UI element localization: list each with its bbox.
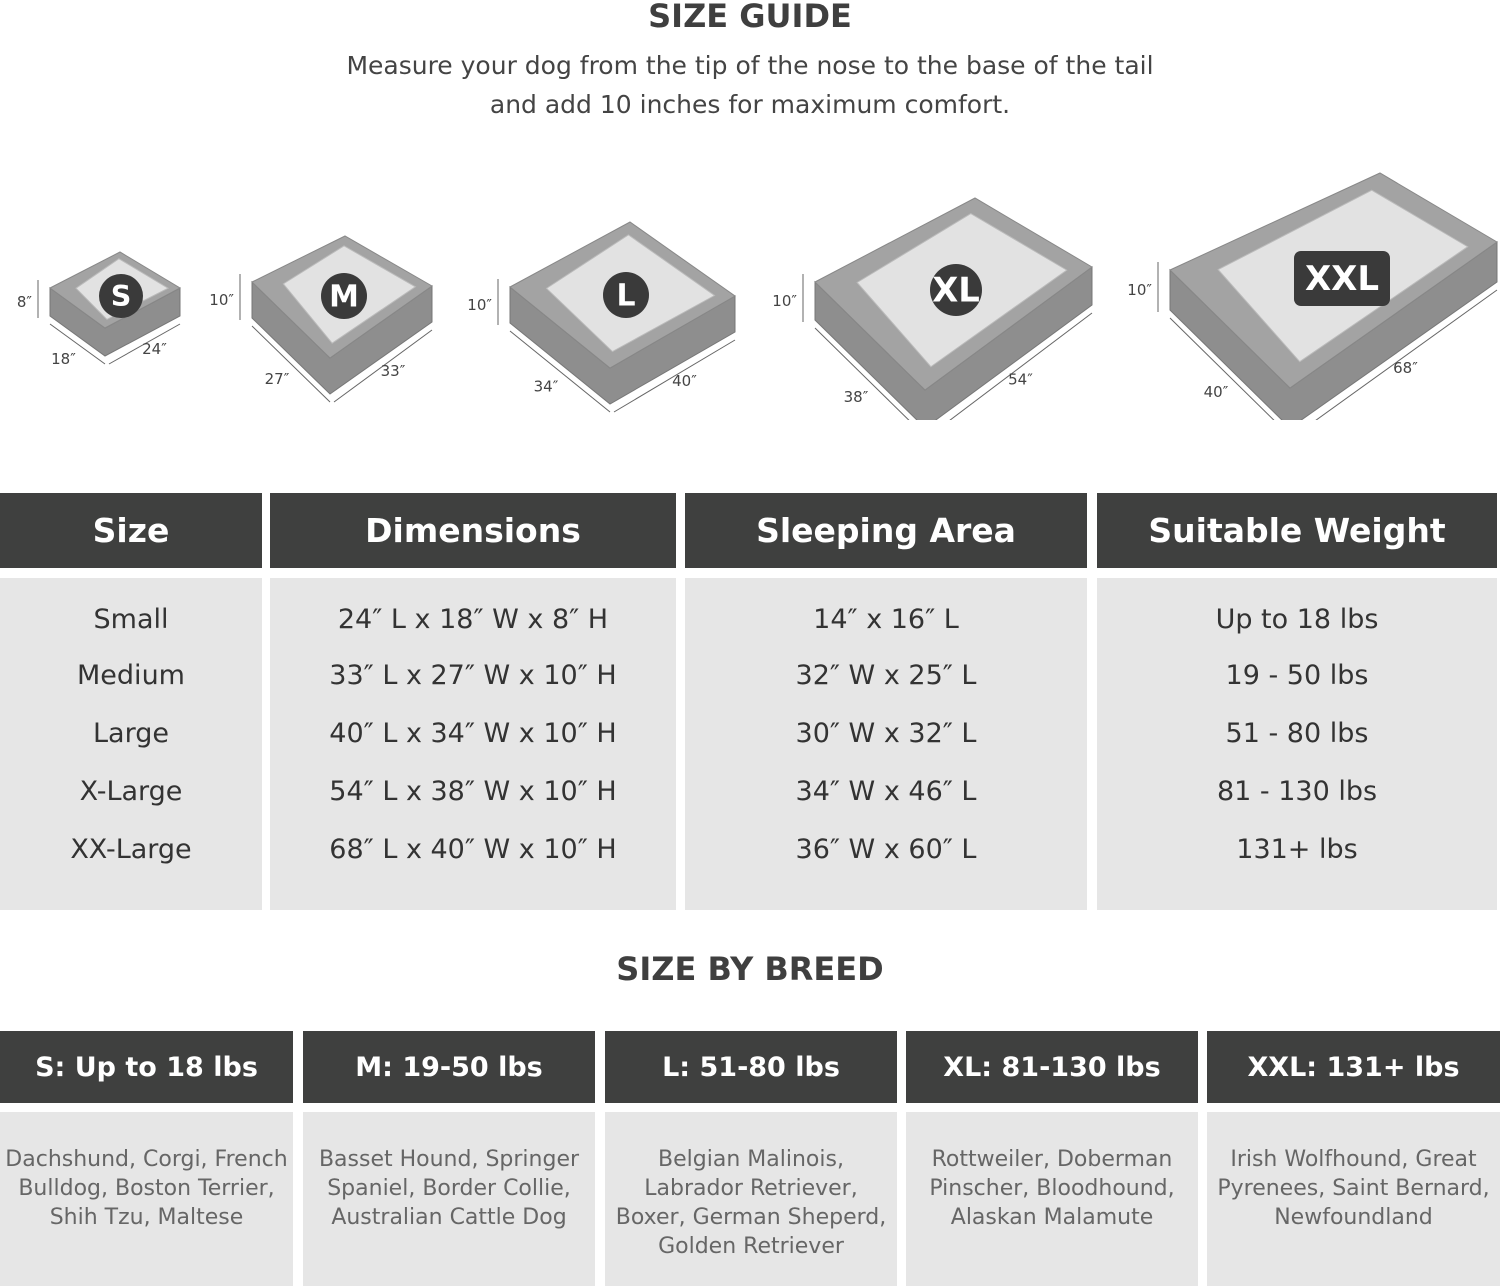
- subtitle-line-1: Measure your dog from the tip of the nos…: [346, 51, 1154, 80]
- width-dimension-line: [509, 330, 611, 413]
- breed-list: Rottweiler, Doberman Pinscher, Bloodhound…: [906, 1112, 1198, 1286]
- breed-line: Australian Cattle Dog: [331, 1205, 567, 1230]
- breed-line: Basset Hound, Springer: [318, 1147, 580, 1172]
- length-dimension-line: [949, 312, 1093, 420]
- size-badge: [99, 274, 143, 318]
- breed-header: S: Up to 18 lbs: [0, 1031, 293, 1103]
- table-column: Up to 18 lbs 19 - 50 lbs 51 - 80 lbs 81 - 1…: [1097, 578, 1497, 910]
- breed-line: Pyrenees, Saint Bernard,: [1217, 1176, 1490, 1201]
- breed-header: XL: 81-130 lbs: [906, 1031, 1198, 1103]
- width-label: 38″: [844, 388, 869, 406]
- height-label: 10″: [467, 296, 492, 314]
- breed-line: Golden Retriever: [658, 1234, 844, 1259]
- table-header: Dimensions: [270, 493, 676, 568]
- table-cell: 51 - 80 lbs: [1225, 718, 1369, 749]
- table-column: 24″ L x 18″ W x 8″ H 33″ L x 27″ W x 10″ …: [270, 578, 676, 910]
- table-cell: Large: [93, 718, 169, 749]
- breed-list: Irish Wolfhound, Great Pyrenees, Saint Be…: [1207, 1112, 1500, 1286]
- height-label: 8″: [17, 293, 33, 311]
- table-cell: 24″ L x 18″ W x 8″ H: [337, 604, 609, 635]
- breed-line: Shih Tzu, Maltese: [49, 1205, 244, 1230]
- size-badge-label: XXL: [1305, 259, 1379, 299]
- table-cell: 68″ L x 40″ W x 10″ H: [329, 834, 617, 865]
- size-badge-label: M: [329, 279, 359, 314]
- page-title: SIZE GUIDE: [648, 0, 852, 35]
- size-badge-label: L: [616, 278, 635, 313]
- breed-header: L: 51-80 lbs: [605, 1031, 897, 1103]
- length-label: 33″: [381, 362, 406, 380]
- height-label: 10″: [772, 292, 797, 310]
- breed-line: Newfoundland: [1274, 1205, 1433, 1230]
- breed-line: Dachshund, Corgi, French: [5, 1147, 288, 1172]
- breed-line: Rottweiler, Doberman: [931, 1147, 1173, 1172]
- size-badge: [930, 264, 982, 316]
- breed-list: Belgian Malinois, Labrador Retriever, Boxe…: [605, 1112, 897, 1286]
- table-cell: XX-Large: [70, 834, 192, 865]
- breed-list: Basset Hound, Springer Spaniel, Border Co…: [303, 1112, 595, 1286]
- size-badge-label: S: [111, 279, 132, 313]
- size-badge: [603, 272, 649, 318]
- breed-line: Spaniel, Border Collie,: [327, 1176, 571, 1201]
- width-dimension-line: [1169, 317, 1275, 420]
- breed-title: SIZE BY BREED: [616, 950, 884, 988]
- height-label: 10″: [1127, 281, 1152, 299]
- table-header: Size: [0, 493, 262, 568]
- width-label: 27″: [265, 370, 290, 388]
- breed-list: Dachshund, Corgi, French Bulldog, Boston …: [0, 1112, 293, 1286]
- length-dimension-line: [108, 323, 181, 365]
- size-badge-label: XL: [932, 271, 980, 310]
- width-dimension-line: [49, 323, 106, 365]
- width-label: 34″: [534, 378, 559, 396]
- table-cell: Small: [93, 604, 169, 635]
- length-dimension-line: [613, 339, 736, 413]
- subtitle-line-2: and add 10 inches for maximum comfort.: [489, 90, 1011, 119]
- table-cell: 14″ x 16″ L: [813, 604, 959, 635]
- length-label: 24″: [142, 340, 167, 358]
- table-cell: 54″ L x 38″ W x 10″ H: [329, 776, 617, 807]
- table-cell: 19 - 50 lbs: [1225, 660, 1369, 691]
- width-label: 40″: [1204, 383, 1229, 401]
- table-cell: 33″ L x 27″ W x 10″ H: [329, 660, 617, 691]
- table-cell: 40″ L x 34″ W x 10″ H: [329, 718, 617, 749]
- width-label: 18″: [51, 350, 76, 368]
- table-header: Sleeping Area: [685, 493, 1087, 568]
- length-label: 54″: [1008, 371, 1033, 389]
- table-cell: 131+ lbs: [1236, 834, 1358, 865]
- table-cell: Medium: [77, 660, 185, 691]
- table-header: Suitable Weight: [1097, 493, 1497, 568]
- bed-diagrams: S 8″ 18″ 24″ M 10″ 27″ 33″ L 10″ 34″ 40″ XL 10″ 38″ 54″…: [17, 172, 1498, 420]
- breed-line: Boxer, German Sheperd,: [615, 1205, 887, 1230]
- table-cell: 81 - 130 lbs: [1216, 776, 1378, 807]
- table-column: Small Medium Large X-Large XX-Large: [0, 578, 262, 910]
- width-dimension-line: [251, 325, 331, 403]
- width-dimension-line: [814, 327, 910, 420]
- table-cell: 30″ W x 32″ L: [795, 718, 977, 749]
- size-badge: [321, 273, 367, 319]
- breed-header: M: 19-50 lbs: [303, 1031, 595, 1103]
- table-cell: Up to 18 lbs: [1215, 604, 1379, 635]
- size-badge: [1294, 251, 1390, 306]
- length-label: 68″: [1393, 359, 1418, 377]
- length-dimension-line: [333, 329, 433, 403]
- table-cell: X-Large: [79, 776, 183, 807]
- table-column: 14″ x 16″ L 32″ W x 25″ L 30″ W x 32″ L 34″…: [685, 578, 1087, 910]
- breed-line: Pinscher, Bloodhound,: [929, 1176, 1175, 1201]
- breed-header: XXL: 131+ lbs: [1207, 1031, 1500, 1103]
- breed-line: Belgian Malinois,: [658, 1147, 844, 1172]
- table-cell: 36″ W x 60″ L: [795, 834, 977, 865]
- height-label: 10″: [209, 291, 234, 309]
- length-dimension-line: [1315, 289, 1498, 420]
- table-cell: 32″ W x 25″ L: [795, 660, 977, 691]
- breed-line: Labrador Retriever,: [644, 1176, 858, 1201]
- breed-line: Irish Wolfhound, Great: [1230, 1147, 1477, 1172]
- table-cell: 34″ W x 46″ L: [795, 776, 977, 807]
- length-label: 40″: [672, 372, 697, 390]
- breed-line: Bulldog, Boston Terrier,: [18, 1176, 275, 1201]
- breed-line: Alaskan Malamute: [950, 1205, 1154, 1230]
